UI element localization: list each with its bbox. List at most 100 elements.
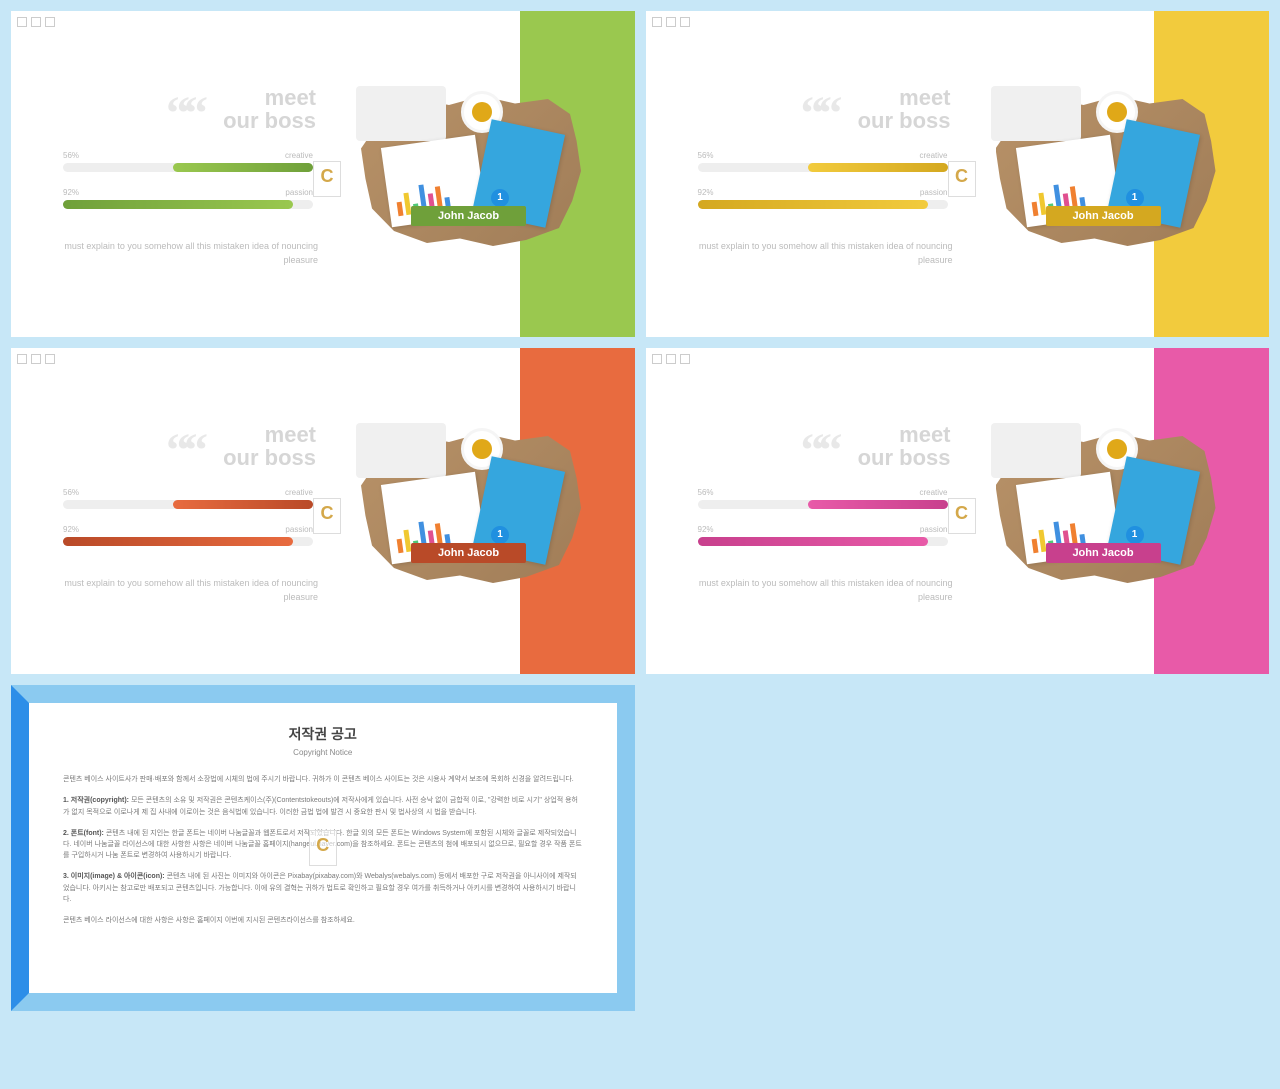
- desk-photo: 1: [341, 71, 601, 271]
- description-text: must explain to you somehow all this mis…: [63, 239, 318, 268]
- watermark-icon: C: [313, 161, 341, 197]
- bar-fill: [63, 537, 293, 546]
- icon-box: [680, 17, 690, 27]
- slide-green: 1 ““ meet our boss 56%creative 92%passio…: [11, 11, 635, 337]
- bar-passion: 92%passion: [698, 525, 948, 546]
- bar-label: 92%passion: [698, 525, 948, 534]
- watermark-icon: C: [948, 161, 976, 197]
- slide-top-icons: [17, 354, 55, 364]
- bar-passion: 92%passion: [698, 188, 948, 209]
- skill-bars: 56%creative 92%passion: [698, 488, 948, 562]
- badge-icon: 1: [1126, 189, 1144, 207]
- bar-track: [63, 500, 313, 509]
- watermark-icon: C: [313, 498, 341, 534]
- icon-box: [31, 354, 41, 364]
- name-badge: John Jacob: [1046, 206, 1161, 226]
- laptop-icon: [356, 423, 446, 478]
- title-line1: meet: [111, 423, 316, 446]
- title-line1: meet: [746, 86, 951, 109]
- icon-box: [666, 17, 676, 27]
- title-block: meet our boss: [746, 423, 951, 469]
- desk-photo: 1: [976, 408, 1236, 608]
- icon-box: [680, 354, 690, 364]
- copyright-para3: 3. 이미지(image) & 아이콘(icon): 콘텐츠 내에 된 사진는 …: [63, 871, 583, 905]
- title-line1: meet: [746, 423, 951, 446]
- copyright-para2-head: 2. 폰트(font):: [63, 830, 104, 837]
- copyright-para3-head: 3. 이미지(image) & 아이콘(icon):: [63, 873, 165, 880]
- title-line2: our boss: [746, 109, 951, 132]
- bar-track: [698, 200, 948, 209]
- laptop-icon: [991, 86, 1081, 141]
- copyright-para1-body: 모든 콘텐츠의 소유 및 저작권은 콘텐츠케이스(주)(Contentstoke…: [63, 797, 578, 815]
- copyright-body: 저작권 공고 Copyright Notice 콘텐츠 베이스 사이트사가 판매…: [29, 703, 617, 956]
- title-line2: our boss: [111, 109, 316, 132]
- desk-photo: 1: [341, 408, 601, 608]
- bar-creative: 56%creative: [698, 151, 948, 172]
- copyright-para2: 2. 폰트(font): 콘텐츠 내에 된 지인는 한글 폰트는 네이버 나눔글…: [63, 828, 583, 862]
- slide-top-icons: [652, 17, 690, 27]
- title-block: meet our boss: [746, 86, 951, 132]
- icon-box: [652, 17, 662, 27]
- icon-box: [666, 354, 676, 364]
- bar-fill: [173, 500, 313, 509]
- laptop-icon: [356, 86, 446, 141]
- bar-track: [698, 163, 948, 172]
- bar-fill: [63, 200, 293, 209]
- icon-box: [45, 354, 55, 364]
- title-block: meet our boss: [111, 423, 316, 469]
- watermark-icon: C: [948, 498, 976, 534]
- icon-box: [652, 354, 662, 364]
- copyright-subtitle: Copyright Notice: [63, 747, 583, 760]
- slide-top-icons: [652, 354, 690, 364]
- bar-fill: [808, 163, 948, 172]
- description-text: must explain to you somehow all this mis…: [698, 576, 953, 605]
- bar-track: [63, 200, 313, 209]
- copyright-para1: 1. 저작권(copyright): 모든 콘텐츠의 소유 및 저작권은 콘텐츠…: [63, 795, 583, 817]
- description-text: must explain to you somehow all this mis…: [63, 576, 318, 605]
- bar-track: [698, 537, 948, 546]
- name-badge: John Jacob: [411, 206, 526, 226]
- bar-creative: 56%creative: [63, 488, 313, 509]
- bar-fill: [698, 200, 928, 209]
- bar-passion: 92%passion: [63, 188, 313, 209]
- bar-fill: [698, 537, 928, 546]
- laptop-icon: [991, 423, 1081, 478]
- title-line2: our boss: [746, 446, 951, 469]
- badge-icon: 1: [491, 526, 509, 544]
- icon-box: [31, 17, 41, 27]
- slide-yellow: 1 ““ meet our boss 56%creative 92%passio…: [646, 11, 1270, 337]
- name-badge: John Jacob: [411, 543, 526, 563]
- name-badge: John Jacob: [1046, 543, 1161, 563]
- copyright-title: 저작권 공고: [63, 723, 583, 745]
- bar-label: 92%passion: [63, 525, 313, 534]
- copyright-para1-head: 1. 저작권(copyright):: [63, 797, 129, 804]
- bar-label: 56%creative: [63, 488, 313, 497]
- description-text: must explain to you somehow all this mis…: [698, 239, 953, 268]
- slide-top-icons: [17, 17, 55, 27]
- bar-label: 56%creative: [698, 488, 948, 497]
- copyright-intro: 콘텐츠 베이스 사이트사가 판매·배포와 함께서 소장법에 시체의 법에 주시기…: [63, 774, 583, 785]
- desk-photo: 1: [976, 71, 1236, 271]
- badge-icon: 1: [491, 189, 509, 207]
- skill-bars: 56%creative 92%passion: [63, 488, 313, 562]
- badge-icon: 1: [1126, 526, 1144, 544]
- bar-track: [63, 537, 313, 546]
- bar-passion: 92%passion: [63, 525, 313, 546]
- bar-label: 92%passion: [698, 188, 948, 197]
- copyright-para2-body: 콘텐츠 내에 된 지인는 한글 폰트는 네이버 나눔글꼴과 웹폰트로서 저작되었…: [63, 830, 582, 859]
- title-line2: our boss: [111, 446, 316, 469]
- icon-box: [17, 354, 27, 364]
- bar-label: 56%creative: [63, 151, 313, 160]
- bar-track: [698, 500, 948, 509]
- empty-cell: [646, 685, 1270, 1011]
- bar-fill: [173, 163, 313, 172]
- bar-creative: 56%creative: [698, 488, 948, 509]
- bar-label: 56%creative: [698, 151, 948, 160]
- slide-pink: 1 ““ meet our boss 56%creative 92%passio…: [646, 348, 1270, 674]
- title-block: meet our boss: [111, 86, 316, 132]
- bar-label: 92%passion: [63, 188, 313, 197]
- bar-fill: [808, 500, 948, 509]
- icon-box: [17, 17, 27, 27]
- title-line1: meet: [111, 86, 316, 109]
- skill-bars: 56%creative 92%passion: [63, 151, 313, 225]
